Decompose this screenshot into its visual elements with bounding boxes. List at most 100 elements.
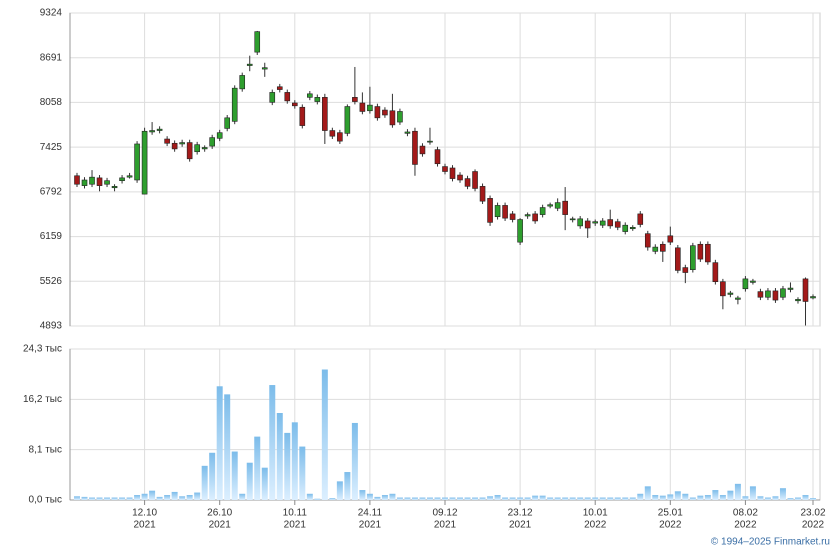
candle-body — [562, 200, 568, 215]
volume-bar — [764, 497, 771, 500]
volume-bar — [411, 497, 418, 500]
candle-body — [291, 102, 298, 107]
volume-bar — [554, 497, 561, 500]
candle-body — [577, 218, 583, 227]
candle-body — [479, 186, 486, 202]
volume-bar — [89, 497, 96, 500]
candle-body — [547, 204, 553, 207]
volume-bar — [426, 497, 433, 500]
volume-bar — [644, 486, 651, 500]
candle-body — [727, 292, 734, 295]
candle-body — [412, 130, 418, 165]
footer: © 1994–2025 Finmarket.ru — [711, 537, 830, 548]
volume-bar — [779, 488, 786, 500]
volume-bar — [111, 497, 118, 500]
volume-bar — [449, 497, 456, 500]
volume-bar — [810, 498, 816, 500]
candle-body — [382, 109, 388, 116]
candle-body — [269, 92, 276, 103]
candle-body — [494, 205, 501, 218]
candle-body — [126, 175, 133, 178]
candle-body — [141, 130, 148, 195]
volume-bar — [224, 394, 231, 500]
candle-body — [750, 280, 756, 283]
volume-bar — [697, 495, 704, 500]
volume-bar — [509, 497, 516, 500]
candle-body — [119, 177, 125, 181]
candle-body — [344, 106, 351, 134]
x-tick-sublabel: 2021 — [359, 520, 382, 531]
candle-body — [89, 176, 95, 185]
candle-body — [276, 86, 283, 90]
volume-bar — [472, 497, 479, 500]
candle-body — [629, 227, 636, 230]
candle-body — [209, 137, 215, 147]
volume-bar — [269, 385, 276, 500]
candle-body — [404, 131, 411, 134]
volume-bar — [659, 495, 666, 500]
volume-bar — [622, 497, 629, 500]
volume-bar — [74, 496, 80, 500]
candle-body — [524, 214, 531, 217]
volume-bar — [637, 493, 644, 500]
candle-body — [584, 220, 591, 229]
volume-bar — [359, 490, 366, 500]
volume-bar — [742, 496, 749, 500]
volume-bar — [366, 493, 373, 500]
candle-body — [427, 140, 433, 143]
candle-body — [352, 97, 358, 102]
volume-bar — [524, 497, 531, 500]
volume-bar — [562, 497, 569, 500]
volume-bar — [284, 432, 291, 500]
volume-bar — [389, 493, 396, 500]
volume-bar — [306, 493, 313, 500]
volume-bar — [171, 491, 178, 500]
volume-bar — [464, 497, 471, 500]
candle-body — [652, 246, 659, 252]
candle-body — [104, 180, 110, 185]
volume-bar — [592, 497, 599, 500]
candle-body — [179, 142, 185, 145]
x-tick-label: 26.10 — [207, 508, 232, 519]
candle-body — [592, 221, 599, 224]
volume-bar — [291, 422, 298, 500]
volume-bar — [704, 495, 711, 500]
candle-body — [802, 278, 809, 302]
x-tick-label: 10.11 — [283, 508, 308, 519]
candle-body — [705, 243, 711, 263]
candle-body — [434, 149, 441, 165]
volume-bar — [81, 496, 88, 500]
x-tick-sublabel: 2021 — [133, 520, 156, 531]
volume-bar — [794, 497, 801, 500]
volume-bar — [209, 452, 216, 500]
y2-tick-label: 24,3 тыс — [23, 344, 62, 355]
y-tick-label: 5526 — [40, 276, 63, 287]
volume-bar — [119, 497, 126, 500]
volume-bar — [734, 483, 741, 500]
volume-bar — [149, 490, 156, 500]
volume-bar — [547, 497, 554, 500]
candle-body — [314, 97, 321, 102]
candle-body — [322, 97, 328, 131]
candle-body — [96, 177, 103, 186]
candle-body — [599, 220, 606, 226]
y-tick-label: 8058 — [40, 97, 63, 108]
volume-bar — [502, 497, 509, 500]
volume-bar — [194, 492, 201, 500]
volume-bar — [201, 465, 208, 500]
volume-bar — [712, 490, 719, 500]
candle-body — [299, 106, 306, 126]
volume-bar — [689, 497, 696, 500]
y2-tick-label: 8,1 тыс — [29, 444, 62, 455]
volume-bar — [314, 498, 321, 500]
y2-tick-label: 0,0 тыс — [29, 495, 62, 506]
volume-bar — [351, 422, 358, 500]
volume-bar — [96, 497, 103, 500]
volume-bar — [629, 497, 636, 500]
x-tick-sublabel: 2022 — [734, 520, 757, 531]
volume-bar — [757, 496, 764, 500]
volume-bar — [419, 497, 426, 500]
y-tick-label: 6792 — [40, 186, 63, 197]
volume-bar — [479, 497, 486, 500]
candle-body — [659, 243, 666, 252]
